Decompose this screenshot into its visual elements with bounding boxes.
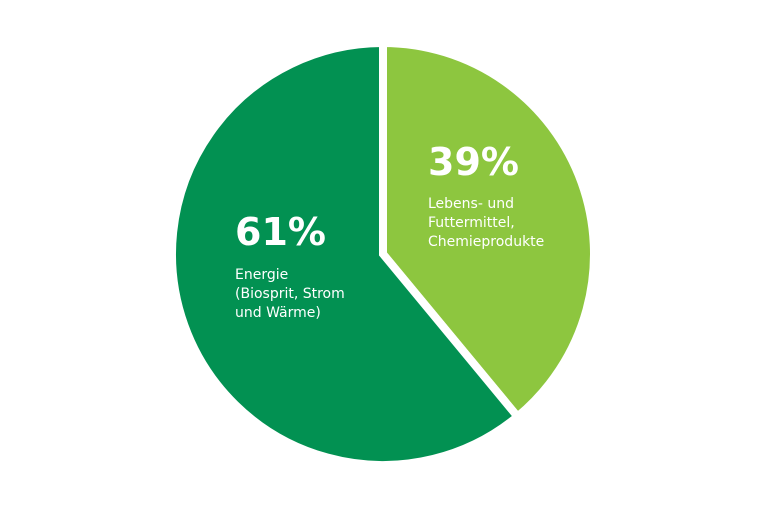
category-label-lebensmittel-line-1: Lebens- und — [428, 196, 514, 212]
category-label-energie-line-1: Energie — [235, 267, 288, 283]
slice-lebensmittel — [379, 38, 598, 423]
slice-energie — [168, 38, 524, 469]
category-label-energie-line-2: (Biosprit, Strom — [235, 286, 345, 302]
category-label-energie-line-3: und Wärme) — [235, 305, 321, 321]
pie-slices — [168, 38, 598, 469]
percent-label-lebensmittel: 39% — [428, 140, 519, 184]
slice-label-energie: 61% Energie (Biosprit, Strom und Wärme) — [235, 210, 345, 321]
category-label-lebensmittel-line-3: Chemieprodukte — [428, 234, 544, 250]
percent-label-energie: 61% — [235, 210, 326, 254]
slice-label-lebensmittel: 39% Lebens- und Futtermittel, Chemieprod… — [428, 140, 544, 250]
category-label-lebensmittel-line-2: Futtermittel, — [428, 215, 515, 231]
